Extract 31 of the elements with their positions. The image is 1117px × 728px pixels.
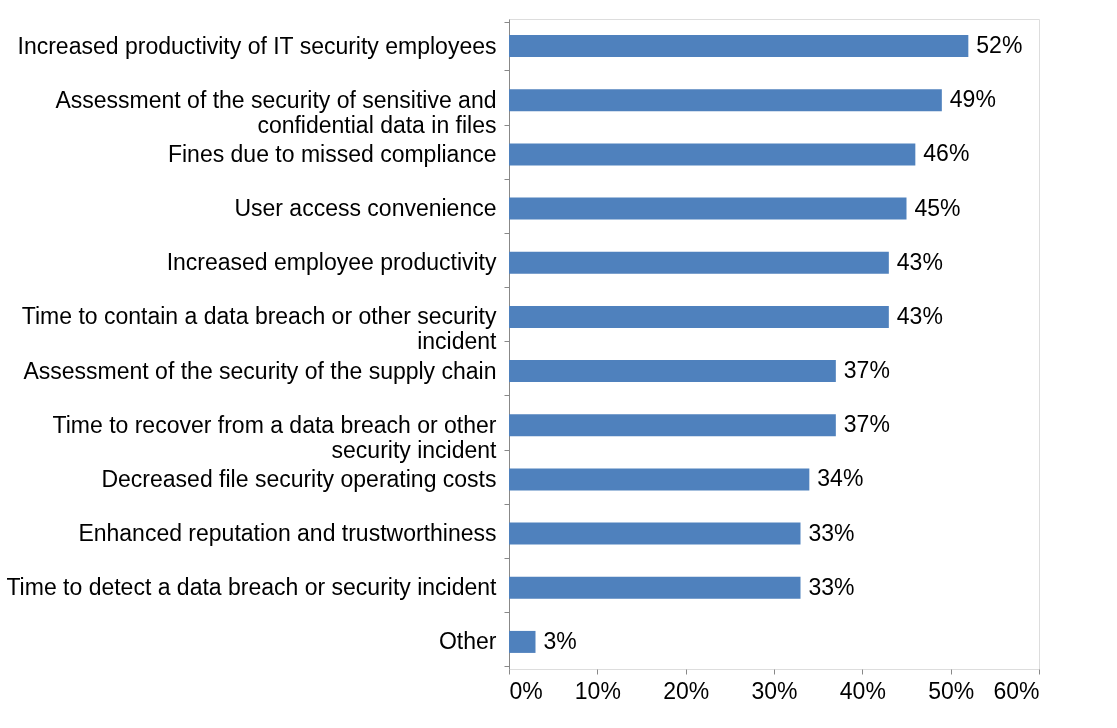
y-tick-label: User access convenience (234, 195, 497, 222)
x-tick-label: 40% (839, 677, 886, 704)
y-tick-label: Increased productivity of IT security employees (17, 32, 497, 59)
x-tick-label: 50% (928, 677, 975, 704)
x-tick-label: 20% (663, 677, 710, 704)
data-label: 45% (914, 194, 961, 221)
data-label: 49% (949, 86, 996, 113)
data-label: 33% (808, 573, 855, 600)
data-label: 37% (843, 357, 890, 384)
y-tick-label: Time to contain a data breach or other security incident (21, 303, 498, 355)
x-tick-label: 60% (993, 677, 1040, 704)
y-tick-label: Enhanced reputation and trustworthiness (78, 520, 497, 547)
y-tick-label: Assessment of the security of the supply chain (23, 357, 497, 384)
data-label: 33% (808, 519, 855, 546)
y-tick-label: Time to detect a data breach or security incident (6, 574, 498, 601)
data-label: 46% (923, 140, 970, 167)
y-tick-label: Assessment of the security of sensitive and confidential data in files (55, 86, 497, 138)
data-label: 43% (896, 248, 943, 275)
y-tick-label: Decreased file security operating costs (101, 465, 497, 492)
y-tick-label: Fines due to missed compliance (167, 140, 497, 167)
x-tick-label: 30% (751, 677, 798, 704)
y-tick-label: Time to recover from a data breach or other security incident (52, 411, 498, 463)
data-label: 3% (543, 627, 577, 654)
x-tick-label: 0% (509, 677, 543, 704)
y-tick-label: Increased employee productivity (166, 249, 497, 276)
x-tick-label: 10% (574, 677, 621, 704)
y-tick-label: Other (438, 628, 497, 655)
data-label: 37% (843, 411, 890, 438)
data-label: 52% (976, 32, 1023, 59)
data-label: 43% (896, 302, 943, 329)
data-label: 34% (817, 465, 864, 492)
